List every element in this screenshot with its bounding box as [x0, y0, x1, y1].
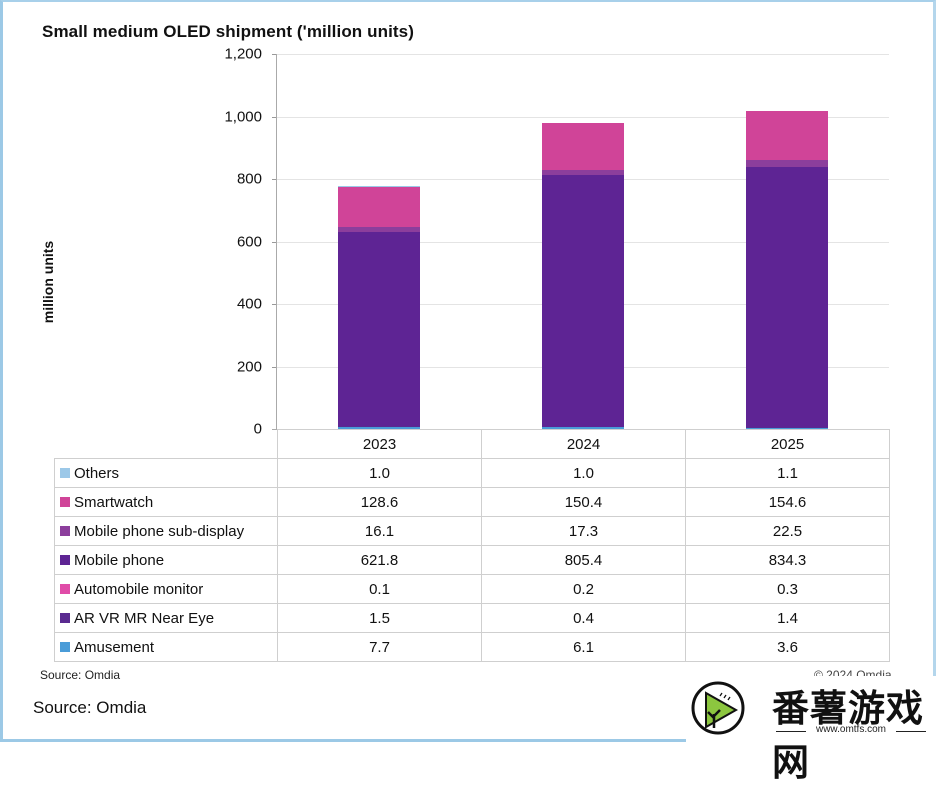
column-header: 2025 — [686, 430, 890, 459]
y-tick-label: 800 — [202, 171, 262, 188]
watermark: 番薯游戏网 www.omtfs.com — [686, 676, 936, 742]
legend-entry: AR VR MR Near Eye — [55, 604, 278, 633]
table-cell: 1.5 — [278, 604, 482, 633]
y-tick-label: 200 — [202, 359, 262, 376]
legend-label: Smartwatch — [74, 494, 153, 511]
table-cell: 1.0 — [482, 459, 686, 488]
table-cell: 805.4 — [482, 546, 686, 575]
bar-segment-mobile-phone — [338, 232, 420, 426]
table-cell: 0.1 — [278, 575, 482, 604]
legend-label: Amusement — [74, 639, 154, 656]
table-cell: 22.5 — [686, 517, 890, 546]
y-axis-label: million units — [40, 241, 56, 323]
y-tick-label: 400 — [202, 296, 262, 313]
bar-segment-smartwatch — [338, 187, 420, 227]
table-corner — [55, 430, 278, 459]
legend-entry: Amusement — [55, 633, 278, 662]
legend-entry: Mobile phone sub-display — [55, 517, 278, 546]
legend-swatch-icon — [60, 555, 70, 565]
table-cell: 621.8 — [278, 546, 482, 575]
legend-entry: Automobile monitor — [55, 575, 278, 604]
table-cell: 154.6 — [686, 488, 890, 517]
source-note: Source: Omdia — [40, 668, 120, 682]
table-cell: 150.4 — [482, 488, 686, 517]
bar-segment-smartwatch — [746, 111, 828, 159]
legend-label: Mobile phone sub-display — [74, 523, 244, 540]
table-cell: 0.3 — [686, 575, 890, 604]
legend-label: AR VR MR Near Eye — [74, 610, 214, 627]
table-cell: 1.0 — [278, 459, 482, 488]
bar-segment-mobile-phone — [746, 167, 828, 428]
table-cell: 834.3 — [686, 546, 890, 575]
table-cell: 1.4 — [686, 604, 890, 633]
y-tick-label: 600 — [202, 234, 262, 251]
legend-swatch-icon — [60, 468, 70, 478]
bar-segment-smartwatch — [542, 123, 624, 170]
gridline — [277, 54, 889, 55]
table-cell: 0.4 — [482, 604, 686, 633]
play-tree-logo-icon — [690, 680, 746, 736]
watermark-url: www.omtfs.com — [776, 724, 926, 735]
table-cell: 6.1 — [482, 633, 686, 662]
column-header: 2023 — [278, 430, 482, 459]
legend-swatch-icon — [60, 613, 70, 623]
table-cell: 1.1 — [686, 459, 890, 488]
legend-swatch-icon — [60, 526, 70, 536]
table-cell: 0.2 — [482, 575, 686, 604]
legend-entry: Smartwatch — [55, 488, 278, 517]
table-cell: 17.3 — [482, 517, 686, 546]
bar-2025 — [746, 111, 828, 429]
legend-swatch-icon — [60, 584, 70, 594]
legend-swatch-icon — [60, 642, 70, 652]
bar-2024 — [542, 123, 624, 430]
bar-2023 — [338, 186, 420, 429]
y-tick-label: 1,200 — [202, 46, 262, 63]
legend-label: Automobile monitor — [74, 581, 203, 598]
bar-segment-mobile-phone — [542, 175, 624, 427]
table-cell: 3.6 — [686, 633, 890, 662]
table-cell: 16.1 — [278, 517, 482, 546]
table-cell: 7.7 — [278, 633, 482, 662]
chart-title: Small medium OLED shipment ('million uni… — [42, 22, 414, 42]
column-header: 2024 — [482, 430, 686, 459]
bar-segment-mobile-phone-sub-display — [746, 160, 828, 167]
legend-label: Mobile phone — [74, 552, 164, 569]
legend-label: Others — [74, 465, 119, 482]
y-tick-label: 1,000 — [202, 109, 262, 126]
legend-swatch-icon — [60, 497, 70, 507]
y-axis-line — [276, 54, 277, 430]
table-cell: 128.6 — [278, 488, 482, 517]
legend-entry: Mobile phone — [55, 546, 278, 575]
source-caption: Source: Omdia — [33, 698, 146, 718]
legend-entry: Others — [55, 459, 278, 488]
